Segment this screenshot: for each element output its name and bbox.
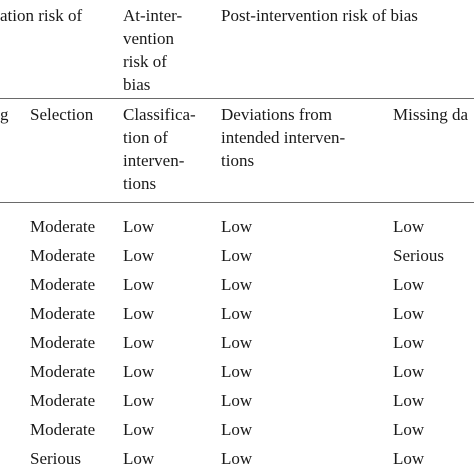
header-line: tions <box>221 151 255 170</box>
cell-classification: Low <box>123 391 155 410</box>
column-header-deviations: Deviations from intended interven- tions <box>221 103 345 172</box>
column-header-classification: Classifica- tion of interven- tions <box>123 103 196 195</box>
header-line: Classifica- <box>123 105 196 124</box>
cell-selection: Moderate <box>30 246 96 265</box>
column-header-missing-data: Missing da <box>393 105 469 124</box>
cell-selection: Moderate <box>30 217 96 236</box>
header-line: intended interven- <box>221 128 346 147</box>
cell-classification: Low <box>123 304 155 323</box>
cell-missing-data: Low <box>393 333 425 352</box>
cell-deviations: Low <box>221 420 253 439</box>
cell-deviations: Low <box>221 217 253 236</box>
cell-missing-data: Low <box>393 391 425 410</box>
header-line: tion of <box>123 128 168 147</box>
cell-deviations: Low <box>221 391 253 410</box>
header-line: Deviations from <box>221 105 332 124</box>
header-line: vention <box>123 29 174 48</box>
cell-missing-data: Serious <box>393 246 444 265</box>
group-header-rule <box>0 98 474 99</box>
cell-selection: Moderate <box>30 275 96 294</box>
cell-deviations: Low <box>221 333 253 352</box>
cell-missing-data: Low <box>393 449 425 468</box>
cell-missing-data: Low <box>393 420 425 439</box>
cell-selection: Moderate <box>30 362 96 381</box>
cell-deviations: Low <box>221 304 253 323</box>
header-line: At-inter- <box>123 6 183 25</box>
pre-intervention-group-header: ation risk of <box>0 6 83 25</box>
column-header-rule <box>0 202 474 203</box>
cell-missing-data: Low <box>393 362 425 381</box>
cell-deviations: Low <box>221 449 253 468</box>
header-line: bias <box>123 75 151 94</box>
cell-classification: Low <box>123 449 155 468</box>
column-header-col0: g <box>0 105 9 124</box>
cell-selection: Moderate <box>30 420 96 439</box>
header-line: interven- <box>123 151 185 170</box>
cell-classification: Low <box>123 420 155 439</box>
cell-selection: Moderate <box>30 333 96 352</box>
cell-classification: Low <box>123 246 155 265</box>
cell-selection: Moderate <box>30 304 96 323</box>
cell-deviations: Low <box>221 362 253 381</box>
cell-missing-data: Low <box>393 217 425 236</box>
cell-missing-data: Low <box>393 304 425 323</box>
at-intervention-group-header: At-inter- vention risk of bias <box>123 4 182 96</box>
column-header-selection: Selection <box>30 105 94 124</box>
cell-classification: Low <box>123 333 155 352</box>
cell-missing-data: Low <box>393 275 425 294</box>
cell-classification: Low <box>123 362 155 381</box>
cell-selection: Moderate <box>30 391 96 410</box>
cell-selection: Serious <box>30 449 81 468</box>
cell-deviations: Low <box>221 275 253 294</box>
cell-classification: Low <box>123 217 155 236</box>
header-line: tions <box>123 174 157 193</box>
cell-classification: Low <box>123 275 155 294</box>
post-intervention-group-header: Post-intervention risk of bias <box>221 6 418 25</box>
cell-deviations: Low <box>221 246 253 265</box>
header-line: risk of <box>123 52 167 71</box>
